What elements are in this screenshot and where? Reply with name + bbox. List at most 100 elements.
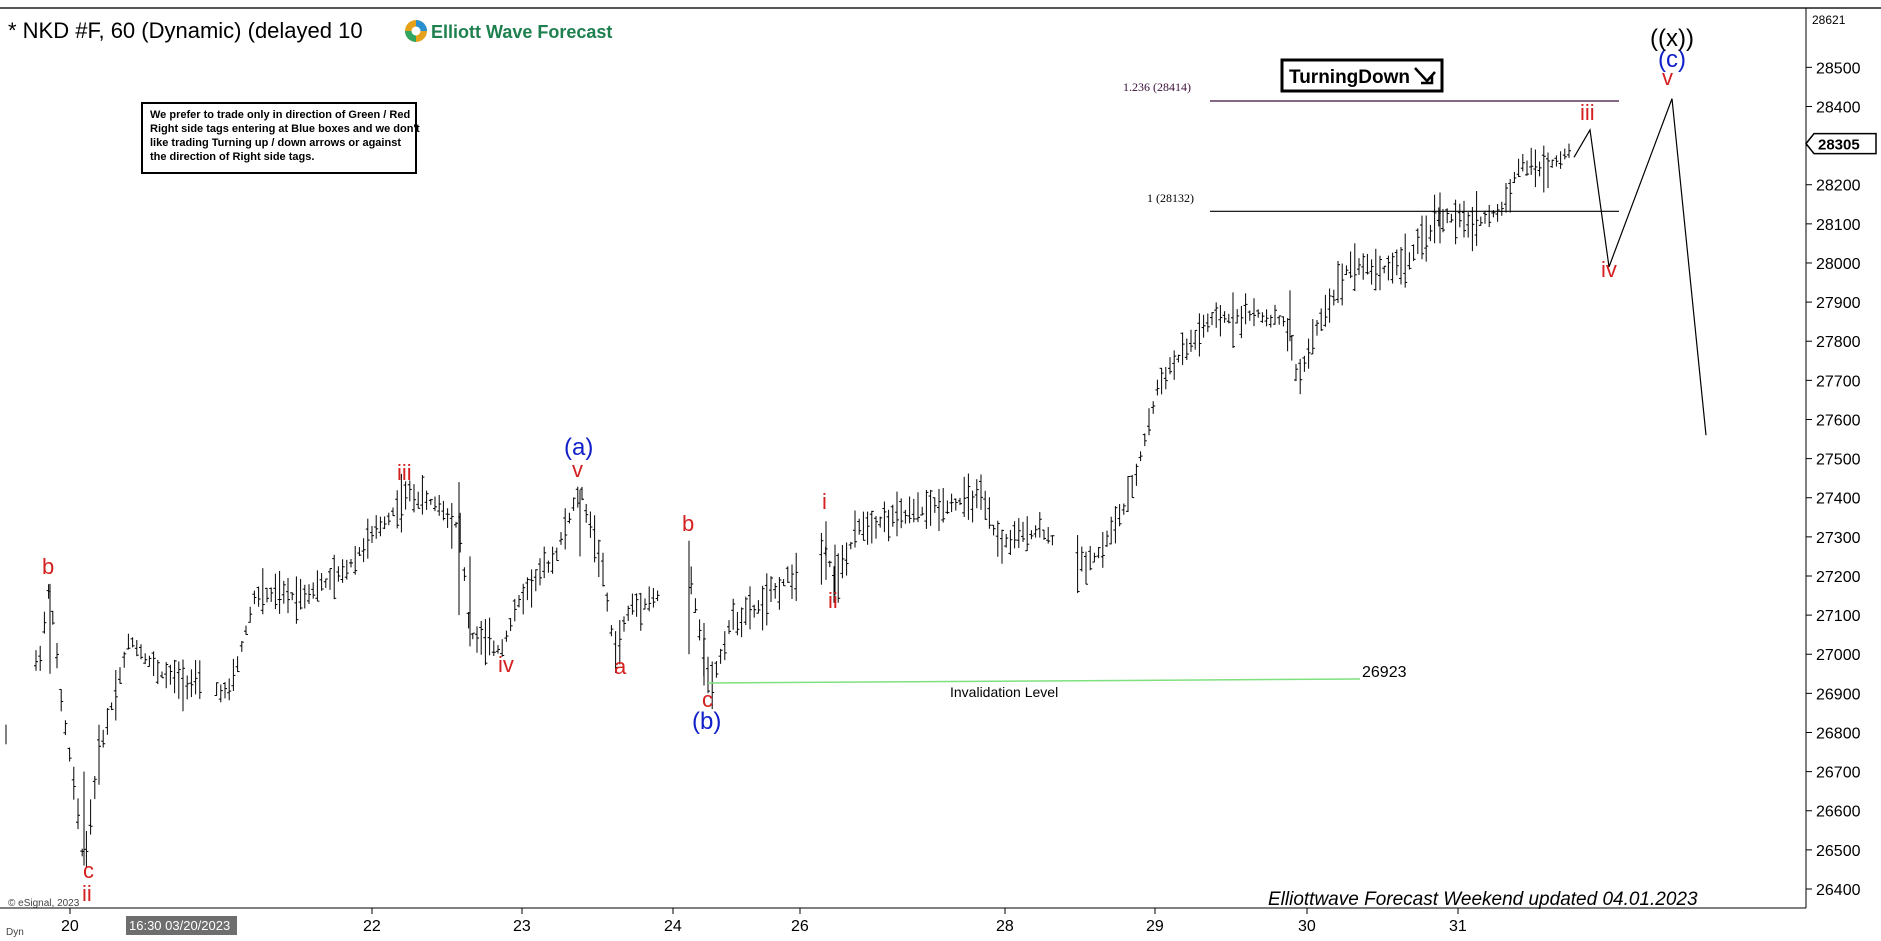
price-tick-label: 26500: [1816, 843, 1861, 860]
price-bar: [756, 600, 761, 614]
wave-label: (c): [1658, 46, 1686, 73]
price-bar: [1151, 401, 1156, 414]
price-bar: [395, 490, 400, 529]
wave-label: (b): [692, 708, 721, 735]
price-bar: [1529, 147, 1534, 175]
price-bar: [265, 587, 269, 603]
price-bar: [634, 593, 639, 617]
price-tick-label: 27500: [1816, 452, 1861, 469]
price-bar: [1336, 260, 1340, 303]
price-bar: [92, 776, 97, 800]
fib-label-1: 1 (28132): [1147, 191, 1194, 205]
price-bar: [979, 474, 983, 510]
price-tick-label: 27300: [1816, 530, 1861, 547]
price-bar: [1000, 529, 1004, 564]
price-bar: [1109, 516, 1114, 545]
price-bar: [449, 503, 454, 549]
turning-down-badge: TurningDown: [1280, 58, 1444, 93]
price-bar: [853, 510, 857, 548]
time-cursor-tag[interactable]: 16:30 03/20/2023: [126, 916, 237, 935]
price-bar: [529, 569, 534, 608]
price-bar: [773, 583, 778, 599]
price-bar: [743, 596, 748, 626]
price-bar: [655, 590, 660, 602]
price-bar: [613, 631, 618, 673]
time-tick-label: 22: [363, 918, 381, 935]
price-bar: [34, 650, 38, 671]
price-bar: [1399, 246, 1403, 285]
price-bar: [651, 588, 656, 608]
price-bar: [185, 675, 190, 700]
arrow-down-right-icon: [1414, 67, 1436, 85]
price-bar: [1121, 503, 1126, 515]
price-bar: [1331, 289, 1336, 306]
price-bar: [1243, 293, 1248, 325]
price-bar: [118, 667, 122, 684]
note-line: We prefer to trade only in direction of …: [150, 109, 410, 121]
invalidation-value: 26923: [1362, 664, 1407, 681]
price-bar: [546, 560, 551, 573]
price-bar: [1474, 191, 1479, 246]
price-bar: [1016, 518, 1021, 548]
price-bar: [475, 626, 479, 653]
price-bar: [718, 648, 723, 664]
note-line: the direction of Right side tags.: [150, 151, 314, 163]
price-bar: [932, 497, 937, 513]
price-bar: [1092, 552, 1097, 563]
price-tick-label: 27800: [1816, 334, 1861, 351]
price-bar: [1235, 309, 1240, 324]
current-price-tag: 28305: [1805, 132, 1877, 155]
price-bar: [462, 567, 467, 581]
price-bar: [1294, 364, 1298, 382]
price-bar: [496, 645, 500, 654]
price-bar: [575, 486, 580, 508]
price-bar: [1378, 255, 1382, 291]
time-tick-label: 30: [1298, 918, 1316, 935]
price-bar: [386, 512, 391, 526]
price-bar: [256, 586, 261, 607]
price-bar: [97, 724, 101, 785]
price-bar: [844, 542, 849, 576]
price-bar: [706, 656, 710, 694]
price-bar: [727, 620, 731, 634]
price-bar: [538, 558, 542, 586]
price-bar: [1218, 305, 1223, 337]
price-bar: [491, 640, 496, 657]
price-bar: [827, 560, 832, 568]
price-bar: [122, 651, 127, 668]
price-bar: [88, 799, 93, 835]
price-bar: [441, 500, 446, 521]
price-bar: [1411, 244, 1416, 262]
time-tick-label: 24: [664, 918, 682, 935]
price-bar: [357, 547, 362, 557]
price-bar: [160, 671, 164, 679]
price-bar: [231, 658, 236, 691]
price-bar: [1369, 259, 1374, 285]
price-tick-label: 26700: [1816, 765, 1861, 782]
price-bar: [407, 480, 412, 502]
price-bar: [399, 473, 404, 533]
price-bar: [1273, 304, 1277, 325]
price-bar: [344, 559, 349, 580]
price-bar: [769, 576, 773, 602]
wave-label: ii: [82, 881, 92, 906]
wave-label: c: [83, 858, 94, 883]
price-bar: [1499, 201, 1504, 216]
note-line: like trading Turning up / down arrows or…: [150, 137, 401, 149]
price-bar: [164, 662, 169, 689]
price-tick-label: 27000: [1816, 647, 1861, 664]
price-bar: [605, 592, 610, 612]
price-bar: [617, 620, 622, 665]
time-tick-label: 26: [791, 918, 809, 935]
price-bar: [1407, 252, 1412, 270]
price-bar: [1567, 143, 1571, 158]
price-bar: [895, 491, 899, 537]
price-bar: [949, 493, 954, 513]
price-tick-label: 26900: [1816, 686, 1861, 703]
price-bar: [1373, 248, 1378, 291]
price-bar: [76, 798, 80, 830]
price-bar: [559, 532, 563, 545]
price-bar: [197, 660, 202, 699]
price-bar: [517, 594, 521, 608]
